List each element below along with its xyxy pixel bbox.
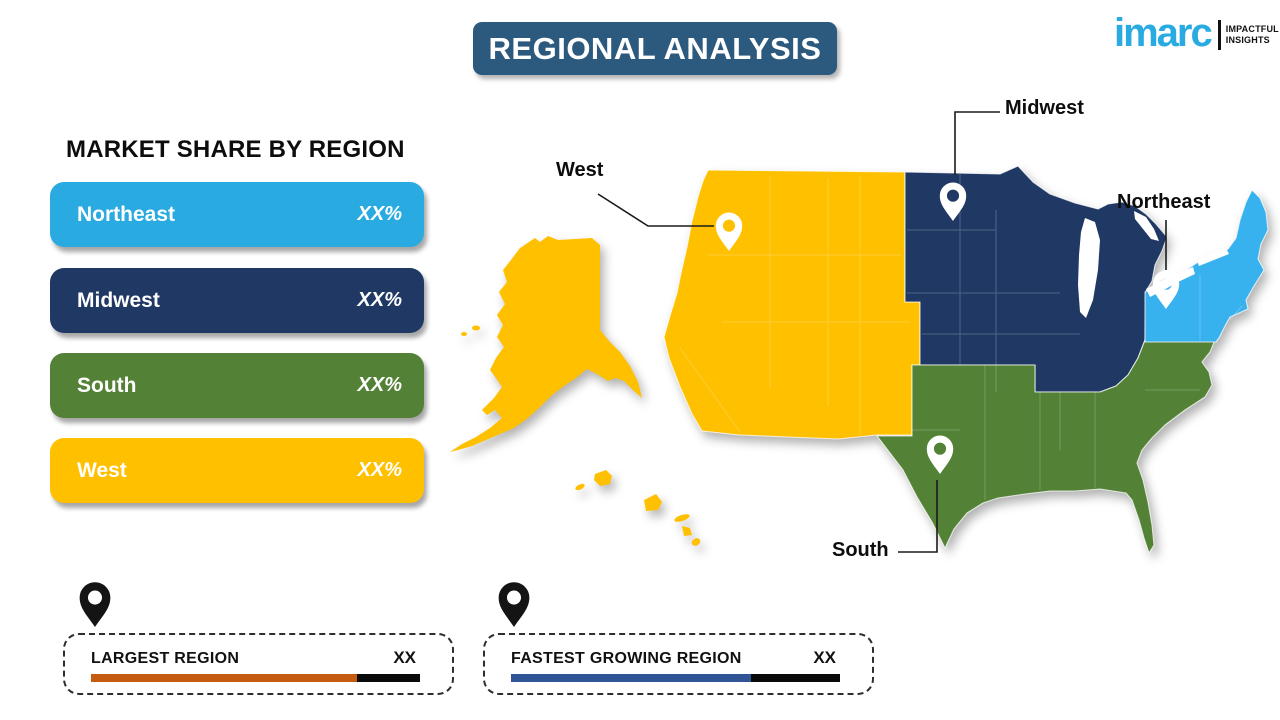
region-bar-label: Northeast: [77, 202, 176, 226]
fastest-region-label: FASTEST GROWING REGION: [511, 650, 742, 667]
leader-line-midwest: [954, 111, 1000, 175]
map-region-northeast: [1144, 189, 1269, 343]
region-bar-value: XX%: [357, 203, 402, 225]
region-bar-value: XX%: [357, 289, 402, 311]
map-label-northeast: Northeast: [1117, 191, 1211, 213]
us-region-map: [450, 111, 1269, 554]
largest-region-box: LARGEST REGION XX: [63, 633, 454, 695]
fastest-region-box: FASTEST GROWING REGION XX: [483, 633, 874, 695]
region-bar-west: West XX%: [50, 438, 424, 503]
largest-region-underline: [91, 674, 420, 682]
region-bar-label: Midwest: [77, 288, 160, 312]
largest-region-value: XX: [393, 648, 416, 667]
logo-tagline-line2: INSIGHTS: [1225, 35, 1270, 45]
region-bar-label: West: [77, 458, 127, 482]
largest-region-label: LARGEST REGION: [91, 650, 240, 667]
lake-michigan: [1078, 218, 1100, 318]
logo-divider: [1217, 20, 1221, 50]
page-title-text: REGIONAL ANALYSIS: [488, 30, 822, 66]
map-label-west: West: [556, 159, 604, 181]
lake-huron: [1134, 211, 1159, 241]
state-border-lines: [679, 174, 1243, 500]
market-share-heading: MARKET SHARE BY REGION: [66, 136, 405, 163]
largest-region-pin-icon: [79, 582, 111, 627]
map-region-west: [663, 169, 921, 440]
page-title: REGIONAL ANALYSIS: [473, 22, 837, 75]
region-bar-value: XX%: [357, 374, 402, 396]
lake-ontario: [1197, 248, 1229, 266]
map-label-midwest: Midwest: [1005, 97, 1084, 119]
imarc-logo-wordmark: imarc: [1114, 11, 1213, 55]
logo-tagline-line1: IMPACTFUL: [1225, 24, 1279, 35]
imarc-logo: imarc IMPACTFUL INSIGHTS: [1114, 11, 1279, 55]
region-bar-label: South: [77, 373, 137, 397]
map-label-south: South: [832, 539, 889, 561]
fastest-region-value: XX: [813, 648, 836, 667]
region-bar-value: XX%: [357, 459, 402, 481]
fastest-region-underline: [511, 674, 840, 682]
region-bar-south: South XX%: [50, 353, 424, 418]
leader-line-west: [597, 193, 714, 227]
hawaii-islands: [575, 470, 701, 546]
region-bar-northeast: Northeast XX%: [50, 182, 424, 247]
fastest-region-pin-icon: [498, 582, 530, 627]
logo-tagline: IMPACTFUL INSIGHTS: [1226, 24, 1279, 46]
leader-line-south: [898, 480, 938, 553]
alaska-shape: [450, 236, 642, 452]
region-bar-midwest: Midwest XX%: [50, 268, 424, 333]
